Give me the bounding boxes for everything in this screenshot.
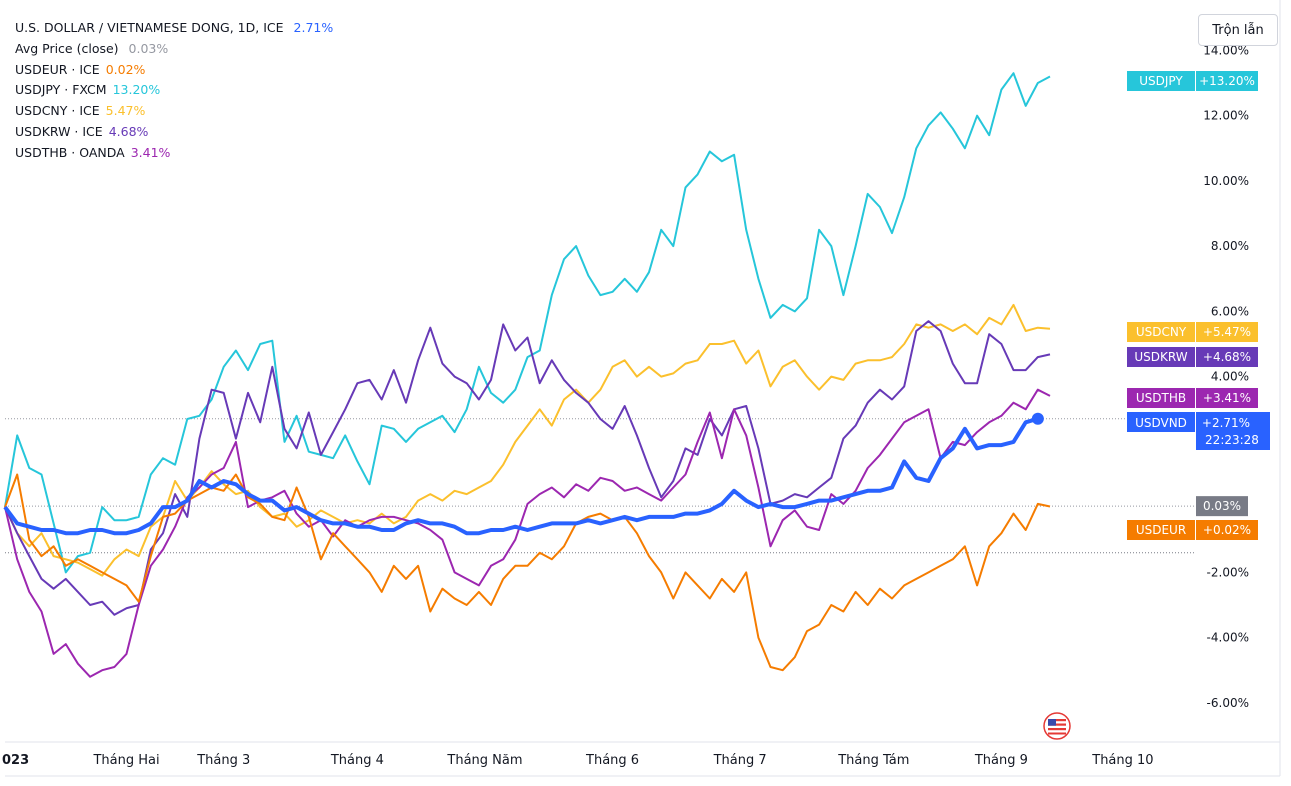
mix-button[interactable]: Trộn lẫn [1198, 14, 1278, 46]
y-tick-label: 12.00% [1203, 109, 1249, 123]
legend-item[interactable]: USDKRW · ICE 4.68% [15, 122, 333, 143]
y-tick-label: 14.00% [1203, 43, 1249, 57]
price-tag-name-bg [1127, 412, 1195, 432]
series-line-usdvnd[interactable] [3, 416, 1039, 536]
x-tick-label: Tháng 7 [713, 753, 767, 768]
price-tag-value-bg [1196, 412, 1270, 450]
price-tag-value: +13.20% [1199, 74, 1255, 88]
series-line-usdjpy[interactable] [4, 72, 1051, 574]
y-tick-label: 10.00% [1203, 174, 1249, 188]
legend-item-label: USDTHB · OANDA [15, 144, 125, 160]
symbol-title: U.S. DOLLAR / VIETNAMESE DONG, 1D, ICE [15, 20, 284, 35]
symbol-value: 2.71% [293, 20, 334, 35]
y-tick-label: 4.00% [1211, 370, 1249, 384]
price-tag-usdcny: USDCNY +5.47% [1127, 322, 1258, 342]
legend-item-value: 3.41% [130, 144, 171, 160]
y-tick-label: -2.00% [1207, 565, 1249, 579]
price-tag-value: +0.02% [1203, 523, 1251, 537]
price-tag-name: USDCNY [1136, 325, 1187, 339]
price-tag-avg: 0.03% [1196, 496, 1248, 517]
legend-item-label: USDEUR · ICE [15, 61, 100, 77]
price-tag-name-bg [1127, 322, 1195, 342]
price-tag-name-bg [1127, 520, 1195, 540]
us-flag-icon[interactable] [1043, 712, 1071, 740]
price-tag-value: 0.03% [1203, 499, 1241, 513]
price-tag-name: USDEUR [1136, 523, 1186, 537]
price-tag-usdthb: USDTHB +3.41% [1127, 388, 1258, 408]
price-tag-usdvnd: USDVND +2.71% 22:23:28 [1127, 412, 1270, 450]
price-tag-value-bg [1196, 520, 1258, 540]
y-tick-label: 8.00% [1211, 239, 1249, 253]
x-tick-label: Tháng 4 [330, 753, 384, 768]
price-tag-value: +4.68% [1203, 350, 1251, 364]
y-tick-label: 6.00% [1211, 304, 1249, 318]
price-tag-name-bg [1127, 347, 1195, 367]
legend-item[interactable]: USDJPY · FXCM 13.20% [15, 80, 333, 101]
x-tick-label: 023 [2, 753, 29, 768]
price-tag-value-bg [1196, 347, 1258, 367]
x-tick-label: Tháng Năm [446, 753, 522, 768]
legend-item[interactable]: USDEUR · ICE 0.02% [15, 60, 333, 81]
price-tag-value-bg [1196, 388, 1258, 408]
price-tag-name: USDVND [1135, 416, 1187, 430]
legend-item-value: 5.47% [105, 103, 146, 119]
legend: U.S. DOLLAR / VIETNAMESE DONG, 1D, ICE 2… [15, 18, 333, 164]
x-tick-label: Tháng Tám [837, 753, 909, 768]
legend-item-value: 13.20% [112, 82, 161, 98]
x-tick-label: Tháng Hai [92, 753, 159, 768]
x-tick-label: Tháng 3 [196, 753, 250, 768]
series-line-usdcny[interactable] [4, 303, 1051, 577]
axis-layer: 14.00% 12.00% 10.00% 8.00% 6.00% 4.00% -2.00% -… [2, 0, 1281, 777]
legend-item-label: USDCNY · ICE [15, 103, 100, 119]
price-tag-name-bg [1127, 71, 1195, 91]
legend-item-value: 0.02% [105, 61, 146, 77]
legend-item-value: 4.68% [108, 123, 149, 139]
price-tag-usdkrw: USDKRW +4.68% [1127, 347, 1258, 367]
legend-item[interactable]: USDTHB · OANDA 3.41% [15, 143, 333, 164]
price-tag-value: +3.41% [1203, 391, 1251, 405]
legend-items: USDEUR · ICE 0.02% USDJPY · FXCM 13.20% USDC… [15, 60, 333, 164]
legend-item-label: USDJPY · FXCM [15, 82, 107, 98]
price-tag-usdeur: USDEUR +0.02% [1127, 520, 1258, 540]
x-tick-label: Tháng 9 [974, 753, 1028, 768]
avg-value: 0.03% [128, 40, 169, 56]
price-tag-value-bg [1196, 496, 1248, 517]
marker-layer: USDJPY +13.20%USDCNY +5.47%USDKRW +4.68%USD… [1031, 71, 1270, 540]
price-tag-name: USDKRW [1134, 350, 1187, 364]
price-tag-value-bg [1196, 322, 1258, 342]
x-tick-label: Tháng 6 [585, 753, 639, 768]
avg-label: Avg Price (close) [15, 40, 119, 56]
price-tag-value-bg [1196, 71, 1258, 91]
price-tag-name: USDJPY [1139, 74, 1183, 88]
y-tick-label: -4.00% [1207, 631, 1249, 645]
last-point-marker [1031, 412, 1044, 425]
price-tag-value: +5.47% [1203, 325, 1251, 339]
price-tag-usdjpy: USDJPY +13.20% [1127, 71, 1258, 91]
countdown-timer: 22:23:28 [1205, 433, 1259, 447]
price-tag-name: USDTHB [1136, 391, 1186, 405]
legend-item[interactable]: USDCNY · ICE 5.47% [15, 101, 333, 122]
series-line-usdthb[interactable] [4, 388, 1051, 678]
price-tag-name-bg [1127, 388, 1195, 408]
y-tick-label: -6.00% [1207, 696, 1249, 710]
series-line-usdkrw[interactable] [4, 320, 1051, 616]
series-line-usdeur[interactable] [4, 473, 1051, 672]
legend-item-label: USDKRW · ICE [15, 123, 103, 139]
legend-title-row: U.S. DOLLAR / VIETNAMESE DONG, 1D, ICE 2… [15, 18, 333, 39]
series-layer [3, 72, 1051, 678]
price-tag-value: +2.71% [1202, 416, 1250, 430]
x-tick-label: Tháng 10 [1091, 753, 1153, 768]
legend-avg-row: Avg Price (close) 0.03% [15, 39, 333, 60]
